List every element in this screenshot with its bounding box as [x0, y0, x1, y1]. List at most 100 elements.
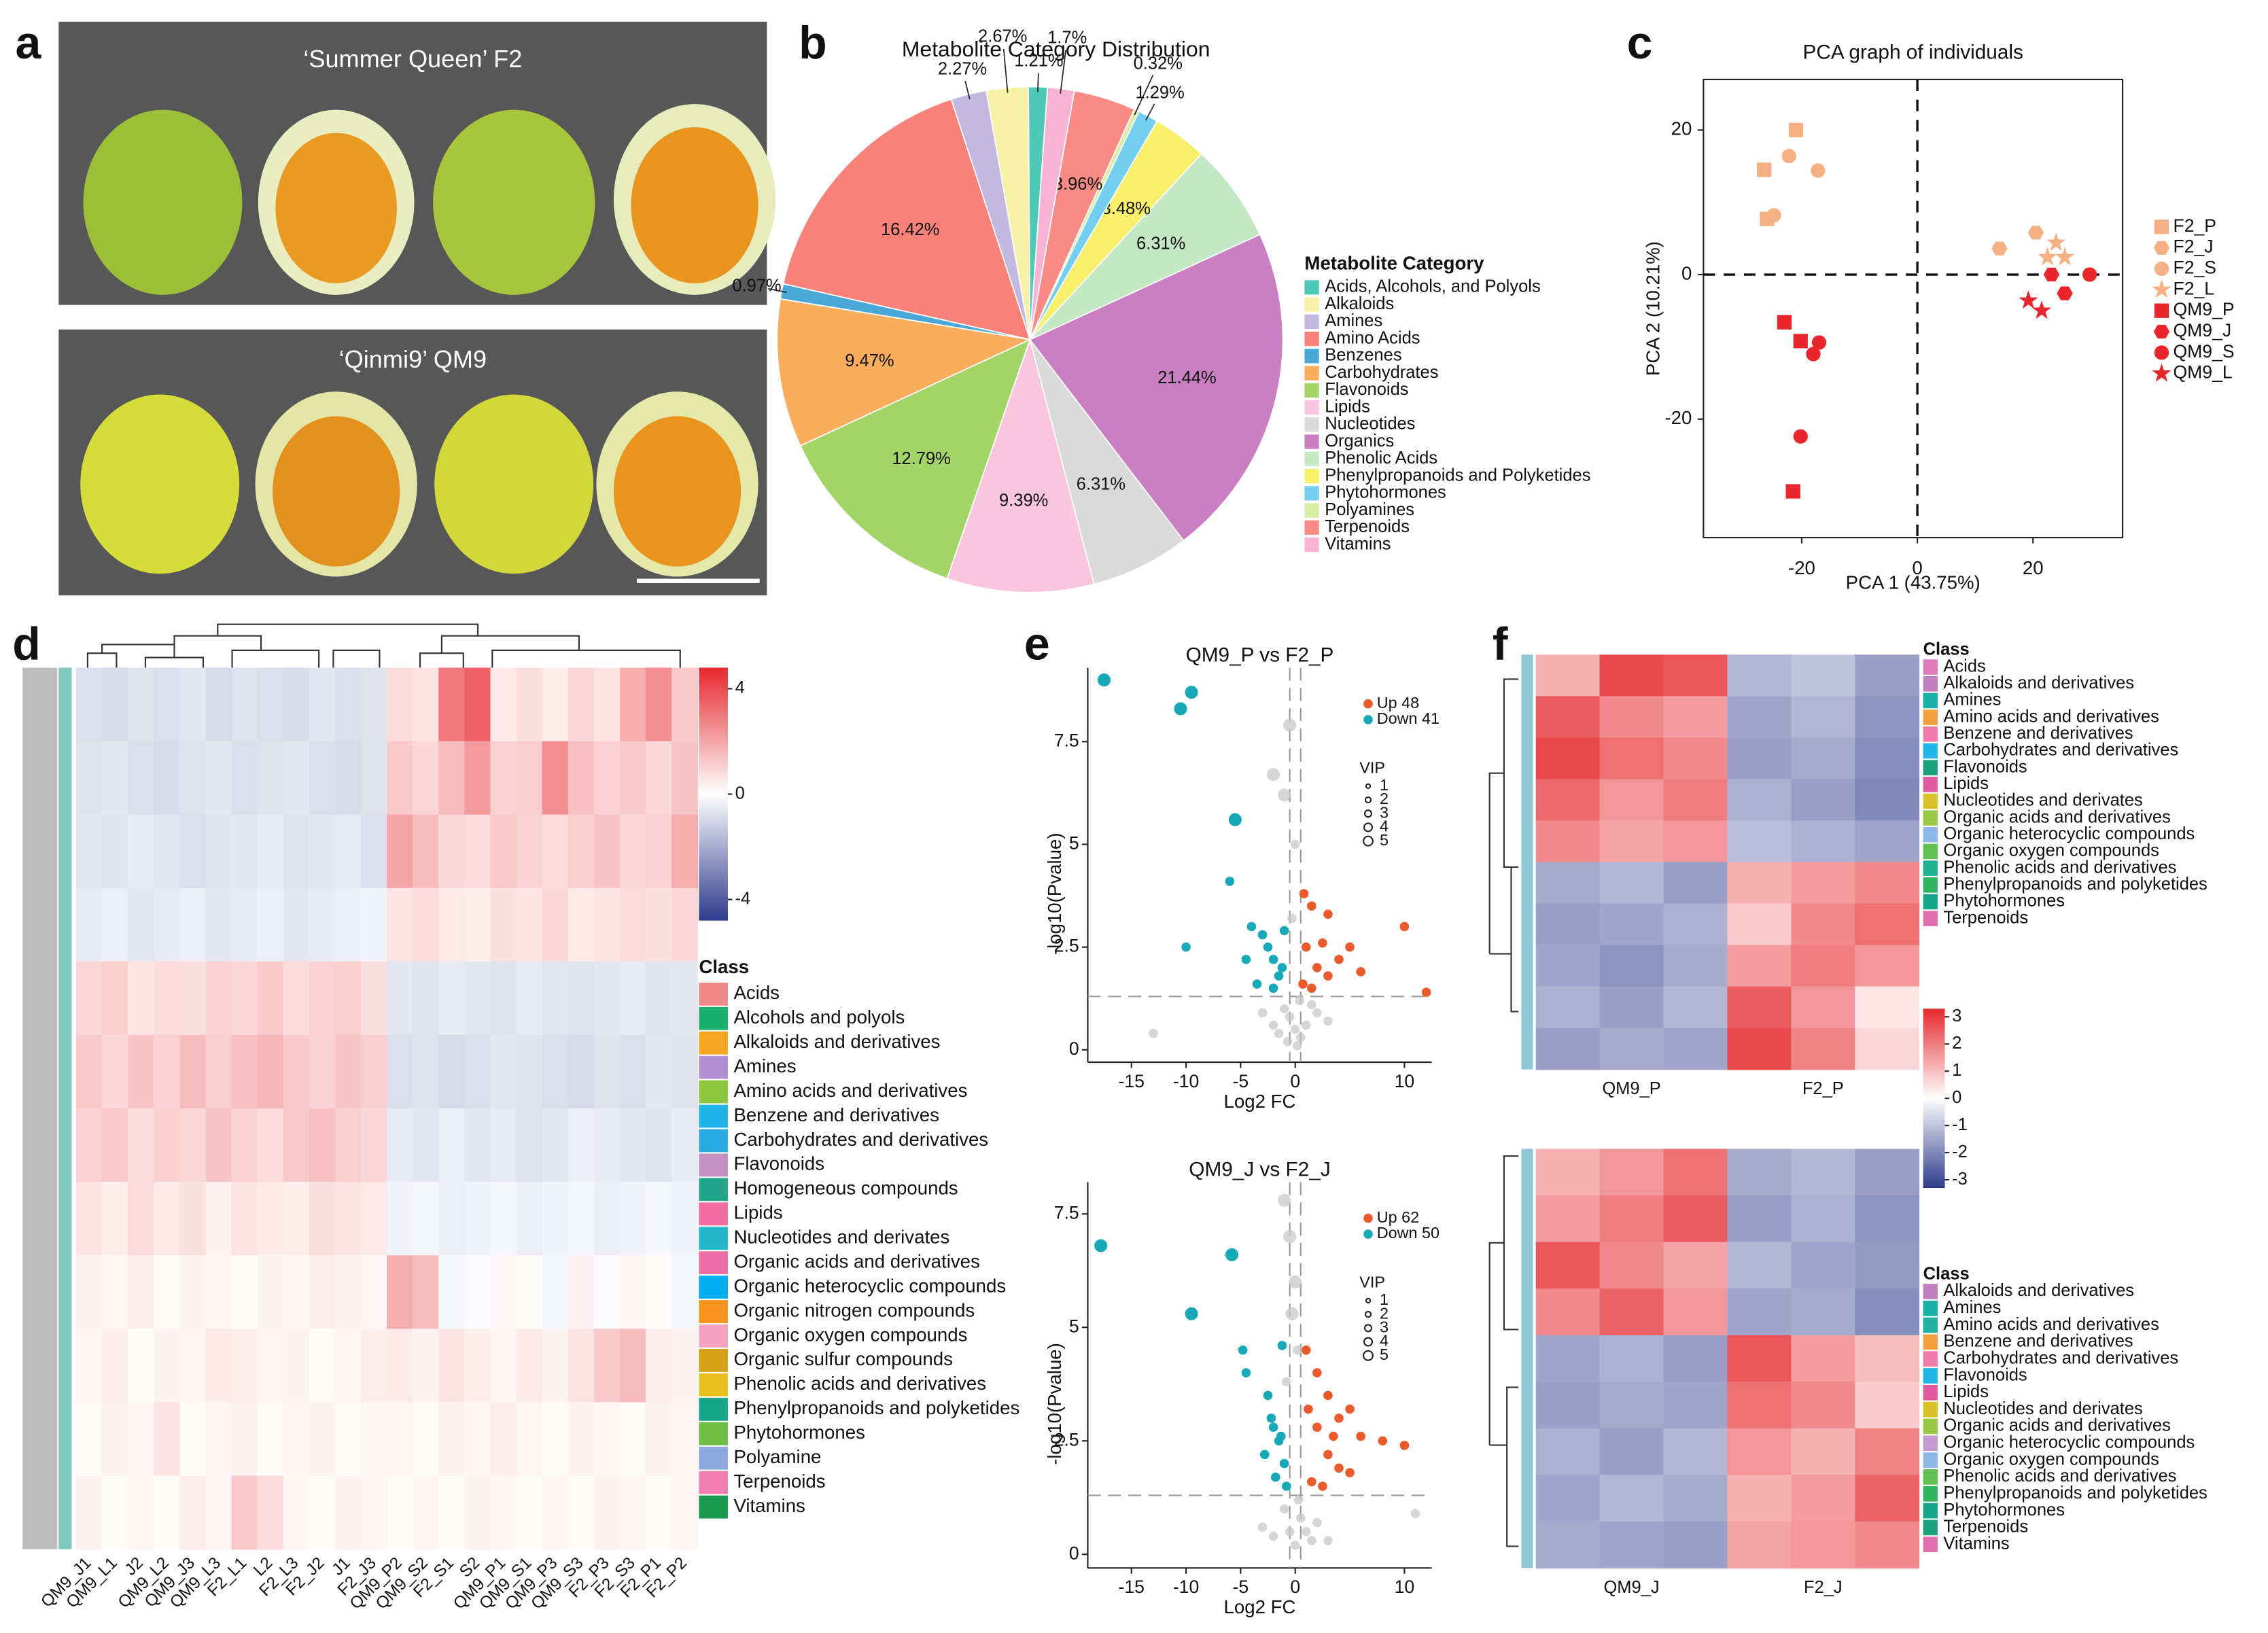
heatmap-cell: [75, 667, 103, 742]
legend-label: Acids, Alcohols, and Polyols: [1325, 277, 1541, 296]
legend-label: Amines: [733, 1055, 796, 1076]
heatmap-cell: [101, 1255, 128, 1330]
group-label: F2_P: [1802, 1079, 1844, 1098]
heatmap-cell: [413, 1329, 440, 1403]
heatmap-cell: [1535, 986, 1601, 1029]
legend-label: Nucleotides: [1325, 415, 1415, 434]
slice-label: 1.21%: [1014, 51, 1063, 70]
heatmap-cell: [1791, 1475, 1856, 1522]
colorbar-tick-label: -1: [1952, 1115, 1968, 1134]
heatmap-cell: [387, 1034, 414, 1109]
heatmap-cell: [1663, 1475, 1728, 1522]
legend-swatch: [699, 1055, 728, 1079]
heatmap-cell: [1535, 1148, 1601, 1196]
legend-label: Phenylpropanoids and Polyketides: [1325, 466, 1590, 485]
heatmap-cell: [516, 667, 543, 742]
point: [1293, 1495, 1304, 1505]
y-tick-label: 0: [1069, 1038, 1079, 1059]
heatmap-cell: [1855, 737, 1920, 780]
point: [1279, 926, 1289, 936]
point: [1241, 955, 1251, 964]
row-dendrogram: [22, 667, 58, 1549]
heatmap-cell: [516, 1329, 543, 1403]
heatmap-cell: [516, 1402, 543, 1477]
point: [1323, 1016, 1333, 1026]
legend-label: Phenylpropanoids and polyketides: [1943, 875, 2207, 894]
heatmap-cell: [1663, 820, 1728, 863]
heatmap-cell: [1535, 1288, 1601, 1336]
heatmap-cell: [1535, 1428, 1601, 1476]
heatmap-cell: [413, 814, 440, 889]
legend-title: Class: [1923, 640, 1970, 659]
heatmap-cell: [1663, 654, 1728, 697]
legend-label: F2_J: [2173, 236, 2213, 257]
heatmap-cell: [516, 741, 543, 815]
heatmap-cell: [1535, 737, 1601, 780]
panel-label: d: [12, 618, 41, 670]
heatmap-cell: [646, 1255, 673, 1330]
size-legend-label: 4: [1380, 818, 1389, 835]
heatmap-cell: [671, 1182, 699, 1257]
heatmap-cell: [283, 888, 310, 962]
chart-title: PCA graph of individuals: [1803, 41, 2023, 64]
y-tick-label: 7.5: [1054, 1202, 1079, 1223]
point: [1334, 1463, 1344, 1473]
point: [1225, 1248, 1239, 1261]
heatmap-cell: [360, 961, 387, 1036]
legend-label: Amines: [1325, 311, 1382, 330]
heatmap-cell: [1663, 1382, 1728, 1429]
heatmap-cell: [205, 741, 232, 815]
legend-swatch: [1304, 280, 1319, 295]
heatmap-cell: [231, 1034, 258, 1109]
legend-label: QM9_J: [2173, 320, 2231, 340]
size-legend-marker: [1363, 1324, 1373, 1333]
heatmap-cell: [516, 1182, 543, 1257]
legend-title: Metabolite Category: [1304, 252, 1484, 273]
y-tick-label: 2.5: [1054, 1429, 1079, 1450]
heatmap-cell: [309, 1034, 336, 1109]
legend-swatch: [699, 1227, 728, 1250]
heatmap-cell: [1663, 945, 1728, 987]
heatmap-cell: [360, 1329, 387, 1403]
legend-swatch: [1304, 503, 1319, 518]
legend-label: Phenolic acids and derivatives: [1943, 1467, 2176, 1486]
heatmap-cell: [646, 1475, 673, 1550]
heatmap-cell: [464, 1475, 491, 1550]
legend-swatch: [699, 1080, 728, 1104]
heatmap-cell: [283, 1182, 310, 1257]
point: [1312, 1517, 1322, 1528]
point: [1094, 1239, 1108, 1252]
pie-slice: [782, 99, 1031, 340]
legend-swatch: [1923, 911, 1938, 926]
heatmap-cell: [646, 1182, 673, 1257]
heatmap-cell: [1791, 820, 1856, 863]
slice-label: 3.96%: [1053, 175, 1102, 194]
legend-swatch: [1923, 1300, 1938, 1316]
heatmap-cell: [464, 961, 491, 1036]
legend-swatch: [1304, 451, 1319, 466]
point: [1283, 718, 1297, 732]
heatmap-cell: [516, 1108, 543, 1183]
pie-slice: [776, 298, 1032, 447]
heatmap-cell: [154, 1402, 181, 1477]
heatmap-cell: [1535, 1475, 1601, 1522]
x-tick-label: 20: [2023, 557, 2044, 578]
legend-label: Acids: [733, 982, 780, 1003]
heatmap-cell: [179, 741, 207, 815]
heatmap-cell: [1599, 1195, 1664, 1243]
legend-swatch: [699, 1276, 728, 1299]
heatmap-cell: [257, 961, 284, 1036]
colorbar-tick-label: -3: [1952, 1170, 1968, 1189]
legend-swatch: [1923, 1418, 1938, 1435]
heatmap-cell: [283, 961, 310, 1036]
heatmap-cell: [257, 814, 284, 889]
photo-title: ‘Qinmi9’ QM9: [339, 345, 487, 373]
heatmap-cell: [179, 1329, 207, 1403]
heatmap-cell: [1663, 1148, 1728, 1196]
slice-label: 16.42%: [881, 220, 939, 239]
x-tick-label: -15: [1119, 1577, 1145, 1597]
legend-label: QM9_S: [2173, 341, 2234, 362]
legend-label: Organic acids and derivatives: [733, 1250, 979, 1271]
point: [1241, 1368, 1251, 1377]
heatmap-cell: [464, 1182, 491, 1257]
